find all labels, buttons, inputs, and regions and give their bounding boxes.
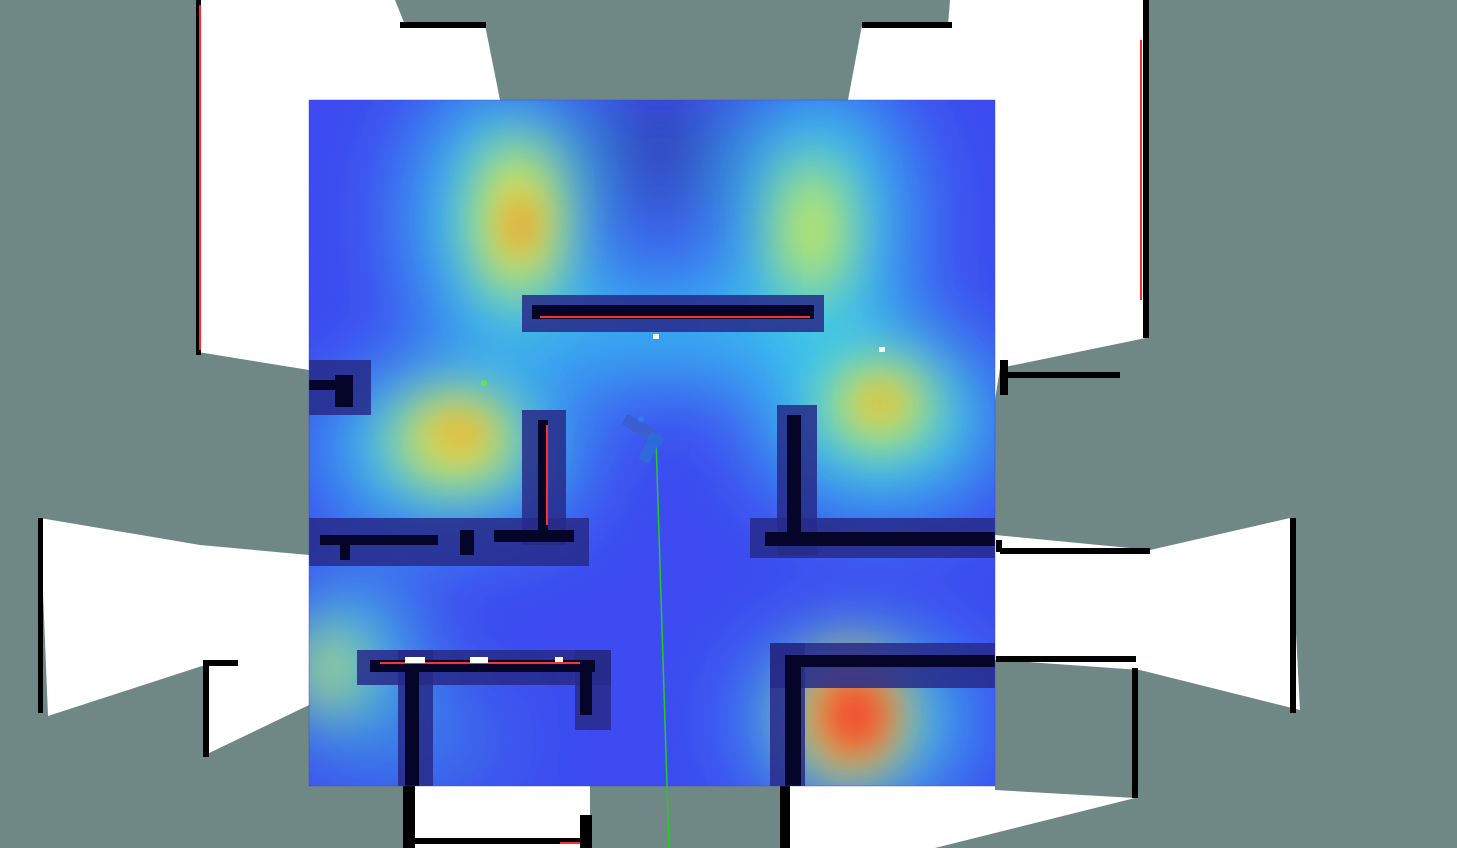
- free-space-right-wing: [995, 518, 1300, 710]
- occupancy-grid: [38, 0, 1300, 848]
- laser-scan-points: [199, 5, 1142, 844]
- scan-highlights: [405, 334, 885, 663]
- robot-sensor-icon: [638, 416, 644, 422]
- global-path: [655, 439, 670, 848]
- costmap-bounds: [308, 99, 996, 787]
- costmap-overlay: [309, 100, 995, 786]
- free-space-top-left: [198, 0, 500, 370]
- robot-marker[interactable]: [621, 414, 663, 464]
- free-space-bottom-left: [403, 786, 590, 848]
- free-space-bottom-right: [782, 786, 1135, 848]
- free-space-left-wing: [40, 518, 309, 755]
- walls-outer: [38, 0, 1296, 848]
- arrow-icon: [649, 433, 663, 447]
- goal-marker-icon: [481, 380, 487, 386]
